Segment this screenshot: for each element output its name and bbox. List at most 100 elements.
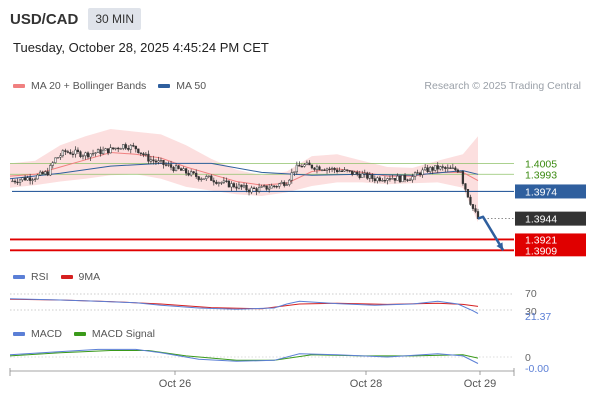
rsi-legend: RSI 9MA [13,271,112,283]
candle-body [416,172,419,174]
macd-value-label: 0 [525,352,531,364]
candle-body [187,172,190,176]
candle-body [207,175,210,177]
candle-body [393,178,397,181]
candle-body [179,168,183,171]
candle-body [124,144,127,149]
candle-body [270,185,273,189]
candle-body [94,152,97,154]
candle-body [320,169,324,171]
candle-body [376,177,379,182]
candle-body [340,170,344,172]
candle-body [164,164,168,166]
candle-body [147,153,150,162]
candle-body [74,149,77,155]
candle-body [280,182,283,185]
candle-body [34,178,37,180]
level-label-pivot: 1.3974 [525,186,557,198]
chart-header: USD/CAD 30 MIN [10,8,142,30]
candle-body [177,165,180,169]
candle-body [343,169,346,172]
candle-body [99,149,102,155]
credit-label: Research © 2025 Trading Central [424,80,581,92]
candle-body [235,186,238,189]
candle-body [461,171,465,184]
candle-body [454,167,457,171]
candle-body [361,173,364,178]
candle-body [64,150,67,152]
ma50-legend-swatch [158,84,171,88]
level-label-support: 1.3909 [525,245,557,257]
candle-body [182,168,185,171]
level-label-resistance: 1.4005 [525,158,557,170]
candle-body [315,166,319,170]
candle-body [81,155,85,157]
candle-body [278,183,281,187]
level-label-current: 1.3944 [525,214,557,226]
candle-body [406,179,409,181]
candle-body [28,177,32,181]
candle-body [46,171,49,176]
candle-body [273,185,276,187]
candle-body [190,171,193,176]
candle-body [16,181,19,184]
x-tick-label: Oct 29 [464,378,496,390]
rsi-value-label: 30 [525,306,537,318]
x-tick-label: Oct 28 [350,378,382,390]
macd-signal-legend-label: MACD Signal [91,328,155,340]
candle-body [222,180,226,183]
candle-body [89,153,92,158]
candle-body [91,153,95,155]
candle-body [371,174,374,179]
candle-body [391,178,394,180]
candle-body [215,181,218,184]
candle-body [139,152,142,154]
candle-body [114,147,117,150]
candle-body [464,183,467,190]
candle-body [59,155,62,158]
rsi-ma-legend-label: 9MA [78,271,101,283]
candle-body [260,186,263,188]
candle-body [401,175,404,183]
candle-body [159,160,163,162]
level-tag-current [515,211,586,226]
candle-body [434,165,437,171]
candle-body [162,160,165,165]
candle-body [232,183,236,188]
candle-body [205,176,208,180]
candle-body [240,184,243,188]
rsi-legend-label: RSI [31,271,49,283]
candle-body [210,175,213,181]
candle-body [310,164,314,169]
timeframe-badge[interactable]: 30 MIN [88,8,142,30]
candle-body [39,171,42,176]
candle-body [255,188,258,192]
candle-body [459,171,462,173]
candle-body [142,153,145,156]
candle-body [451,167,454,169]
candle-body [413,172,417,177]
ma50-legend-label: MA 50 [176,80,207,92]
candle-body [200,178,203,180]
candle-body [429,167,432,173]
candle-body [96,149,100,153]
candle-body [444,167,447,169]
candle-body [333,167,336,171]
main-legend: MA 20 + Bollinger Bands MA 50 [13,80,218,92]
candle-body [383,180,387,182]
level-label-resistance: 1.3993 [525,169,557,181]
candle-body [476,211,480,219]
level-tag-pivot [515,184,586,199]
candle-body [300,166,304,168]
candle-body [358,173,361,178]
candle-body [192,171,195,174]
level-label-support: 1.3921 [525,234,557,246]
candle-body [154,160,158,163]
candle-body [169,164,173,168]
candle-body [305,162,309,165]
macd-legend-label: MACD [31,328,62,340]
candle-body [262,185,266,187]
candle-body [167,164,170,166]
candle-body [346,169,349,171]
